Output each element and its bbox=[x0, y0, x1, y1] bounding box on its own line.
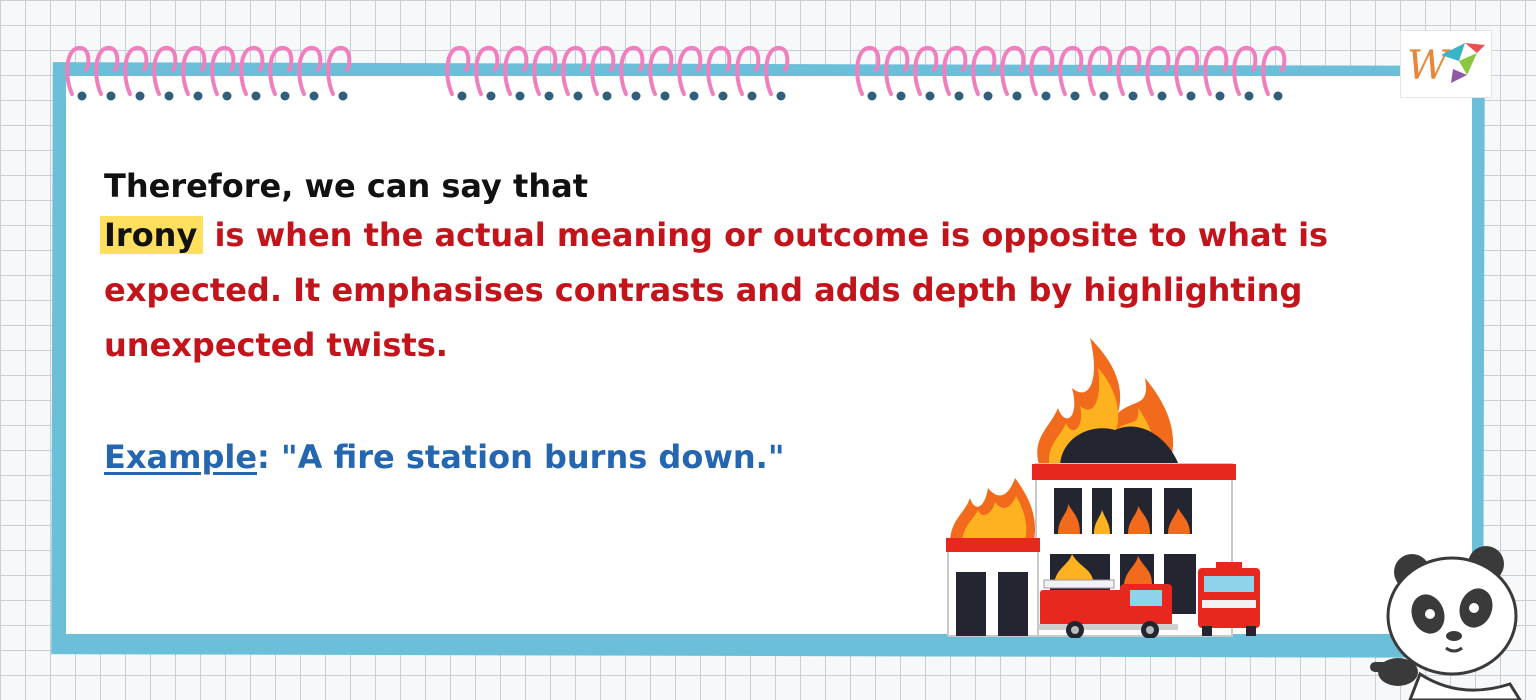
spiral-binding bbox=[65, 45, 1287, 101]
irony-term: Irony bbox=[100, 216, 204, 254]
spiral-ring bbox=[326, 45, 352, 101]
spiral-ring bbox=[764, 45, 790, 101]
spiral-ring bbox=[1174, 45, 1200, 101]
intro-text: Therefore, we can say that bbox=[104, 167, 588, 205]
example-text: "A fire station burns down." bbox=[280, 438, 785, 476]
example-label: Example bbox=[104, 438, 258, 476]
spiral-ring bbox=[239, 45, 265, 101]
spiral-ring bbox=[590, 45, 616, 101]
spiral-ring bbox=[474, 45, 500, 101]
spiral-ring bbox=[181, 45, 207, 101]
spiral-ring bbox=[123, 45, 149, 101]
spiral-ring bbox=[648, 45, 674, 101]
spiral-ring bbox=[677, 45, 703, 101]
spiral-ring bbox=[94, 45, 120, 101]
burning-fire-station-icon bbox=[946, 338, 1260, 638]
spiral-ring bbox=[445, 45, 471, 101]
definition-text: is when the actual meaning or outcome is… bbox=[104, 216, 1329, 364]
spiral-ring bbox=[1000, 45, 1026, 101]
svg-text:W: W bbox=[1407, 43, 1451, 89]
spiral-ring bbox=[297, 45, 323, 101]
spiral-ring bbox=[1058, 45, 1084, 101]
spiral-ring bbox=[855, 45, 881, 101]
spiral-ring bbox=[913, 45, 939, 101]
spiral-ring bbox=[210, 45, 236, 101]
irony-definition: Irony is when the actual meaning or outc… bbox=[100, 208, 1364, 373]
spiral-ring bbox=[503, 45, 529, 101]
panda-pointing-icon bbox=[1370, 546, 1522, 700]
spiral-ring bbox=[1261, 45, 1287, 101]
spiral-ring bbox=[152, 45, 178, 101]
w-logo-icon: W bbox=[1400, 30, 1492, 98]
spiral-ring bbox=[735, 45, 761, 101]
example-separator: : bbox=[257, 438, 281, 476]
spiral-ring bbox=[1232, 45, 1258, 101]
spiral-ring bbox=[619, 45, 645, 101]
spiral-ring bbox=[532, 45, 558, 101]
spiral-ring bbox=[1029, 45, 1055, 101]
text-block: Therefore, we can say that Irony is when… bbox=[100, 164, 1384, 373]
spiral-ring bbox=[706, 45, 732, 101]
spiral-ring bbox=[1116, 45, 1142, 101]
spiral-ring bbox=[884, 45, 910, 101]
example-line: Example: "A fire station burns down." bbox=[104, 438, 784, 476]
spiral-ring bbox=[1203, 45, 1229, 101]
spiral-ring bbox=[65, 45, 91, 101]
notebook-card bbox=[66, 76, 1472, 634]
spiral-ring bbox=[561, 45, 587, 101]
spiral-ring bbox=[268, 45, 294, 101]
spiral-ring bbox=[971, 45, 997, 101]
spiral-ring bbox=[942, 45, 968, 101]
spiral-ring bbox=[1145, 45, 1171, 101]
spiral-ring bbox=[1087, 45, 1113, 101]
